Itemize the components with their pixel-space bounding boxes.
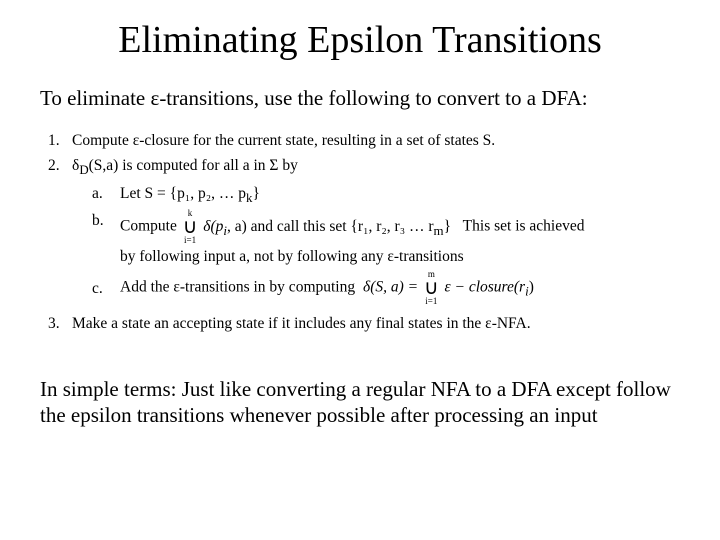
steps-list: 1. Compute ε-closure for the current sta…: [40, 129, 680, 336]
formula-c-lhs: δ(S, a) =: [363, 279, 418, 296]
step-2-number: 2.: [48, 154, 72, 179]
union-operator-2: m ∪ i=1: [424, 270, 439, 306]
substep-a: a. Let S = {p₁, p₂, … pk}: [92, 182, 680, 207]
substep-c: c. Add the ε-transitions in by computing…: [92, 270, 680, 306]
delta-pi: δ(p: [203, 218, 223, 235]
step-3-number: 3.: [48, 312, 72, 335]
union-operator-1: k ∪ i=1: [183, 209, 198, 245]
step-1-body: Compute ε-closure for the current state,…: [72, 129, 680, 152]
subscript-m: m: [434, 223, 444, 238]
union-bot-2: i=1: [425, 297, 437, 306]
step-2-body: δD(S,a) is computed for all a in Σ by: [72, 154, 680, 179]
union-symbol-2: ∪: [424, 279, 439, 297]
substep-b-tail1: This set is achieved: [463, 218, 585, 235]
union-bot-1: i=1: [184, 236, 196, 245]
substep-b: b. Compute k ∪ i=1 δ(pi, a) and call thi…: [92, 209, 680, 268]
substeps: a. Let S = {p₁, p₂, … pk} b. Compute k ∪…: [48, 182, 680, 307]
step-1: 1. Compute ε-closure for the current sta…: [48, 129, 680, 152]
substep-c-body: Add the ε-transitions in by computing δ(…: [120, 270, 680, 306]
step-1-number: 1.: [48, 129, 72, 152]
substep-a-letter: a.: [92, 182, 120, 205]
formula-c: δ(S, a) = m ∪ i=1 ε − closure(ri): [363, 270, 534, 306]
substep-b-letter: b.: [92, 209, 120, 232]
substep-b-close: }: [444, 218, 451, 235]
outro-text: In simple terms: Just like converting a …: [40, 376, 680, 429]
formula-c-rhs: ε − closure(r: [445, 279, 526, 296]
union-symbol-1: ∪: [183, 218, 198, 236]
intro-text: To eliminate ε-transitions, use the foll…: [40, 86, 680, 111]
page-title: Eliminating Epsilon Transitions: [40, 18, 680, 62]
substep-c-letter: c.: [92, 277, 120, 300]
substep-a-text: Let S = {p₁, p₂, … p: [120, 185, 246, 202]
step-2: 2. δD(S,a) is computed for all a in Σ by: [48, 154, 680, 179]
substep-a-body: Let S = {p₁, p₂, … pk}: [120, 182, 680, 207]
substep-c-lead: Add the ε-transitions in by computing: [120, 279, 355, 296]
substep-b-body: Compute k ∪ i=1 δ(pi, a) and call this s…: [120, 209, 680, 268]
step-2-tail: (S,a) is computed for all a in Σ by: [89, 157, 298, 174]
delta-sub: D: [79, 162, 88, 177]
substep-b-after: , a) and call this set {r₁, r₂, r₃ … r: [227, 218, 434, 235]
substep-a-close: }: [252, 185, 259, 202]
substep-b-lead: Compute: [120, 218, 177, 235]
step-3-body: Make a state an accepting state if it in…: [72, 312, 680, 335]
formula-c-close: ): [529, 279, 534, 296]
substep-b-line2: by following input a, not by following a…: [120, 245, 680, 268]
step-3: 3. Make a state an accepting state if it…: [48, 312, 680, 335]
